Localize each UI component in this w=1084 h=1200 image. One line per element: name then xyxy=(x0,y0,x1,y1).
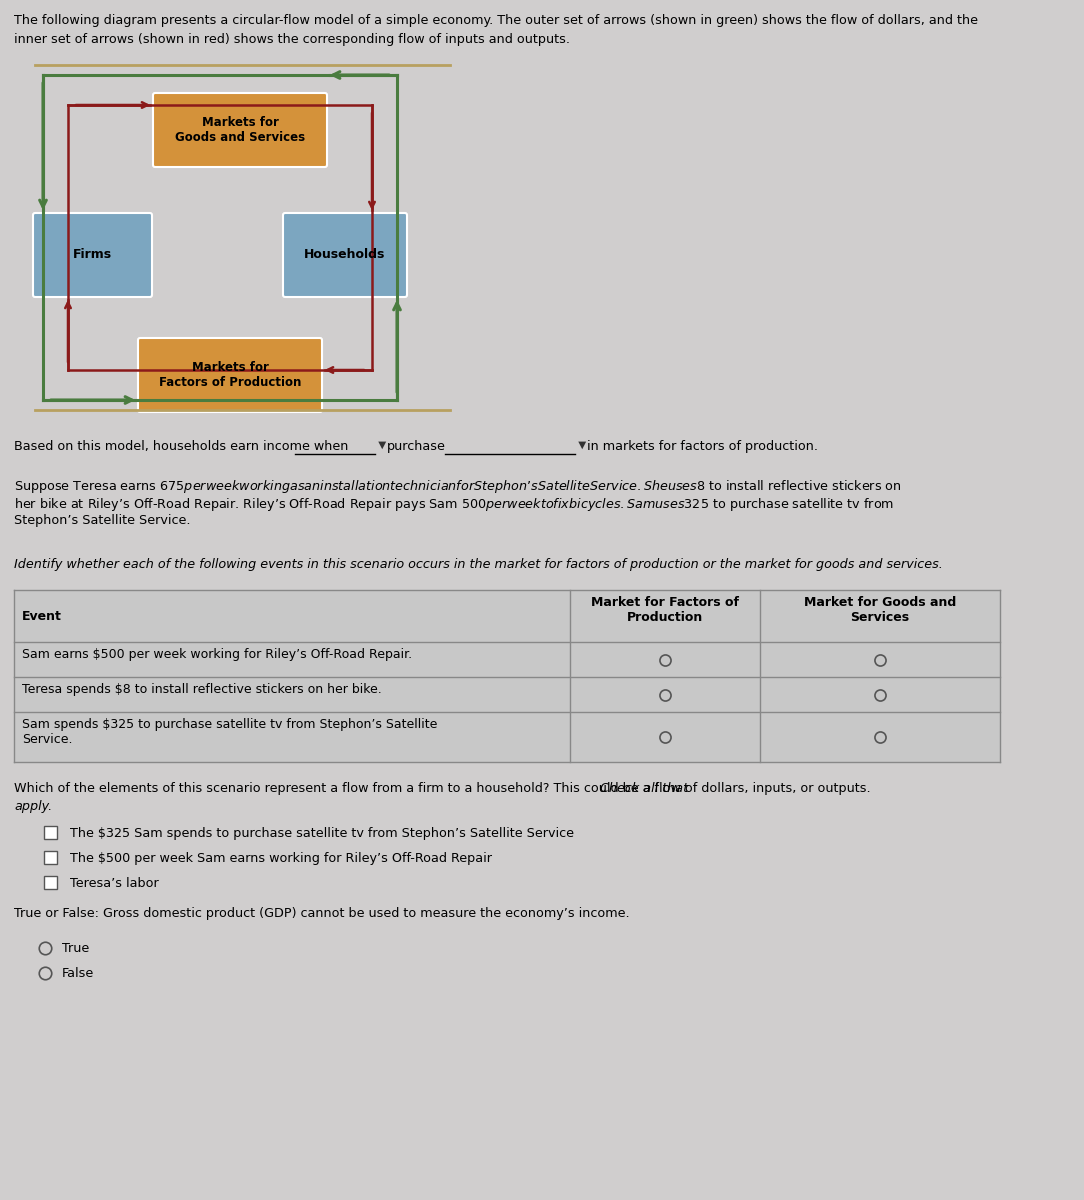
Text: The $500 per week Sam earns working for Riley’s Off-Road Repair: The $500 per week Sam earns working for … xyxy=(70,852,492,865)
Text: Teresa spends $8 to install reflective stickers on her bike.: Teresa spends $8 to install reflective s… xyxy=(22,683,382,696)
FancyBboxPatch shape xyxy=(33,214,152,296)
Text: Sam earns $500 per week working for Riley’s Off-Road Repair.: Sam earns $500 per week working for Rile… xyxy=(22,648,412,661)
Text: The following diagram presents a circular-flow model of a simple economy. The ou: The following diagram presents a circula… xyxy=(14,14,978,26)
Text: Suppose Teresa earns $675 per week working as an installation technician for Ste: Suppose Teresa earns $675 per week worki… xyxy=(14,478,902,494)
Text: inner set of arrows (shown in red) shows the corresponding flow of inputs and ou: inner set of arrows (shown in red) shows… xyxy=(14,32,570,46)
FancyBboxPatch shape xyxy=(44,876,57,889)
FancyBboxPatch shape xyxy=(138,338,322,412)
Text: ▼: ▼ xyxy=(375,440,386,450)
Text: Check all that: Check all that xyxy=(596,782,688,794)
Text: Which of the elements of this scenario represent a flow from a firm to a househo: Which of the elements of this scenario r… xyxy=(14,782,870,794)
Text: Markets for
Goods and Services: Markets for Goods and Services xyxy=(175,116,305,144)
FancyBboxPatch shape xyxy=(153,92,327,167)
Text: Households: Households xyxy=(305,248,386,262)
Text: Teresa’s labor: Teresa’s labor xyxy=(70,877,158,890)
Text: Market for Factors of
Production: Market for Factors of Production xyxy=(591,596,739,624)
Text: Sam spends $325 to purchase satellite tv from Stephon’s Satellite
Service.: Sam spends $325 to purchase satellite tv… xyxy=(22,718,437,746)
Text: Markets for
Factors of Production: Markets for Factors of Production xyxy=(159,361,301,389)
Bar xyxy=(14,590,1001,762)
Text: Stephon’s Satellite Service.: Stephon’s Satellite Service. xyxy=(14,514,191,527)
Text: Event: Event xyxy=(22,610,62,623)
Text: purchase: purchase xyxy=(387,440,446,452)
Text: Identify whether each of the following events in this scenario occurs in the mar: Identify whether each of the following e… xyxy=(14,558,943,571)
Text: True or False: Gross domestic product (GDP) cannot be used to measure the econom: True or False: Gross domestic product (G… xyxy=(14,907,630,920)
Text: False: False xyxy=(62,967,94,980)
Text: in markets for factors of production.: in markets for factors of production. xyxy=(588,440,818,452)
FancyBboxPatch shape xyxy=(283,214,406,296)
Text: Based on this model, households earn income when: Based on this model, households earn inc… xyxy=(14,440,348,452)
Text: ▼: ▼ xyxy=(575,440,586,450)
Text: True: True xyxy=(62,942,89,955)
Text: Market for Goods and
Services: Market for Goods and Services xyxy=(804,596,956,624)
FancyBboxPatch shape xyxy=(44,851,57,864)
FancyBboxPatch shape xyxy=(44,826,57,839)
Text: her bike at Riley’s Off-Road Repair. Riley’s Off-Road Repair pays Sam $500 per w: her bike at Riley’s Off-Road Repair. Ril… xyxy=(14,496,894,514)
Text: Firms: Firms xyxy=(73,248,112,262)
Text: The $325 Sam spends to purchase satellite tv from Stephon’s Satellite Service: The $325 Sam spends to purchase satellit… xyxy=(70,827,575,840)
Text: apply.: apply. xyxy=(14,800,52,814)
